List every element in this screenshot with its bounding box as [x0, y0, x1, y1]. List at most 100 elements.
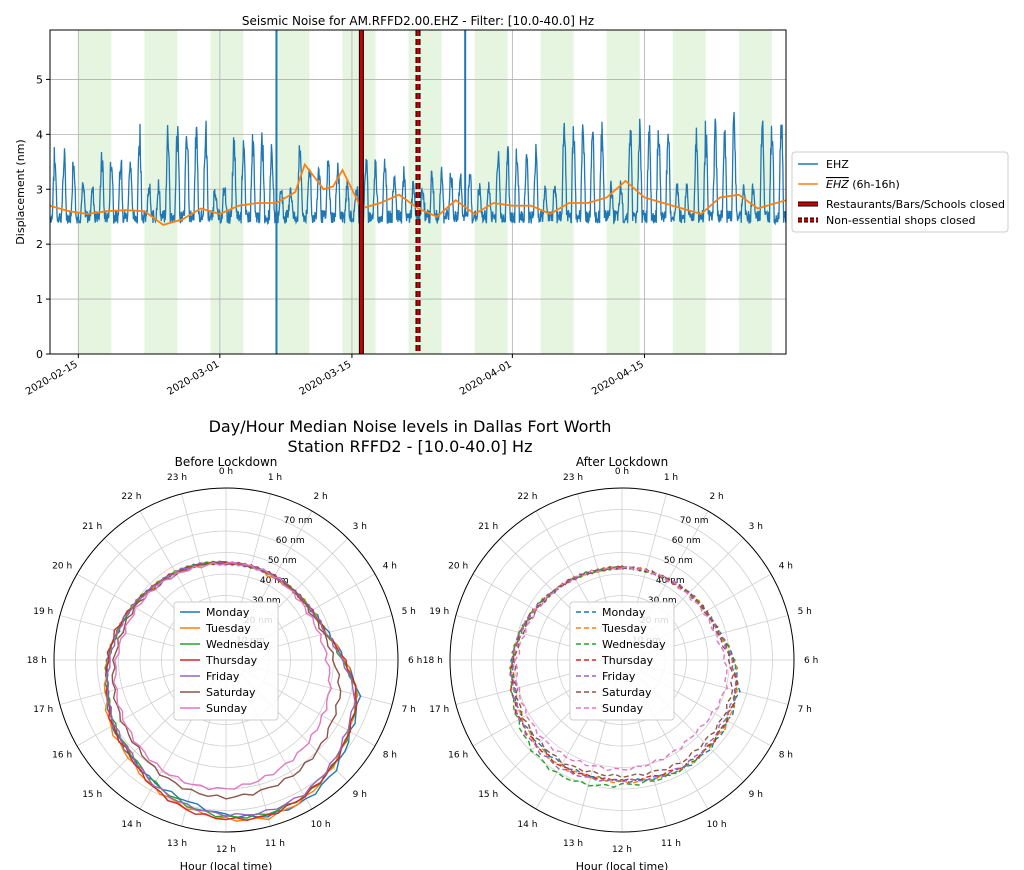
legend-label-ehz: EHZ [826, 158, 849, 171]
angular-tick-label: 14 h [121, 820, 141, 830]
angular-tick-label: 20 h [448, 561, 468, 571]
y-tick-label: 5 [36, 73, 43, 86]
legend-mean-suffix: (6h-16h) [849, 178, 900, 191]
polar-legend-label: Friday [602, 670, 636, 683]
radial-tick-label: 70 nm [680, 516, 709, 526]
polar-legend-label: Monday [206, 606, 250, 619]
angular-tick-label: 12 h [612, 845, 632, 855]
polar-legend-label: Wednesday [206, 638, 270, 651]
y-tick-label: 3 [36, 183, 43, 196]
polar-legend-label: Tuesday [601, 622, 647, 635]
angular-tick-label: 1 h [268, 473, 282, 483]
angular-tick-label: 21 h [478, 522, 498, 532]
radial-tick-label: 30 nm [648, 596, 677, 606]
x-tick-label: 2020-03-01 [166, 359, 222, 398]
angular-tick-label: 2 h [709, 492, 723, 502]
angular-tick-label: 2 h [313, 492, 327, 502]
chart-title: Seismic Noise for AM.RFFD2.00.EHZ - Filt… [242, 14, 594, 28]
angular-tick-label: 15 h [478, 790, 498, 800]
angular-tick-label: 19 h [33, 607, 53, 617]
angular-tick-label: 17 h [33, 705, 53, 715]
angular-tick-label: 8 h [383, 751, 397, 761]
x-tick-label: 2020-03-15 [298, 359, 354, 398]
polar-title: Before Lockdown [175, 455, 278, 469]
plot-frame [49, 29, 787, 355]
angular-tick-label: 22 h [517, 492, 537, 502]
angular-tick-label: 7 h [798, 705, 812, 715]
polar-series-line [509, 565, 738, 785]
x-tick-label: 2020-04-15 [590, 359, 646, 398]
polar-legend-label: Thursday [601, 654, 654, 667]
ehz-line [50, 111, 786, 226]
polar-legend-label: Saturday [206, 686, 256, 699]
x-tick-label: 2020-02-15 [24, 359, 80, 398]
polar-legend-label: Saturday [602, 686, 652, 699]
angular-tick-label: 9 h [749, 790, 763, 800]
polar-legend-label: Tuesday [205, 622, 251, 635]
angular-tick-label: 16 h [52, 751, 72, 761]
legend-label-event: Non-essential shops closed [826, 214, 976, 227]
plot-area [50, 30, 786, 354]
polar-legend: Monday Tuesday Wednesday Thursday Friday Satu… [569, 601, 675, 721]
angular-tick-label: 18 h [27, 656, 47, 666]
polar-series-line [512, 565, 735, 779]
radial-tick-label: 60 nm [672, 536, 701, 546]
polar-xlabel: Hour (local time) [576, 860, 669, 870]
radial-tick-label: 70 nm [284, 516, 313, 526]
angular-tick-label: 13 h [167, 839, 187, 849]
polar-series-line [104, 561, 362, 819]
polar-title: After Lockdown [576, 455, 668, 469]
polar-xlabel: Hour (local time) [180, 860, 273, 870]
y-tick-label: 0 [36, 348, 43, 361]
radial-tick-label: 40 nm [260, 576, 289, 586]
polar-legend-label: Wednesday [602, 638, 666, 651]
angular-tick-label: 4 h [383, 561, 397, 571]
polar-legend: Monday Tuesday Wednesday Thursday Friday Satu… [173, 601, 279, 721]
angular-tick-label: 23 h [167, 473, 187, 483]
angular-tick-label: 10 h [311, 820, 331, 830]
angular-tick-label: 3 h [749, 522, 763, 532]
angular-tick-label: 22 h [121, 492, 141, 502]
angular-tick-label: 6 h [804, 656, 818, 666]
suptitle-line-1: Day/Hour Median Noise levels in Dallas F… [209, 417, 612, 436]
legend-label-event: Restaurants/Bars/Schools closed [826, 198, 1005, 211]
angular-tick-label: 12 h [216, 845, 236, 855]
legend-mean-symbol: EHZ [826, 178, 849, 191]
radial-tick-label: 30 nm [252, 596, 281, 606]
angular-tick-label: 16 h [448, 751, 468, 761]
polar-series-line [514, 565, 729, 772]
polar-chart-2: 0 h 1 h 2 h 3 h 4 h 5 h 6 h 7 h 8 h 9 h 10 h 11 h 12… [423, 455, 819, 870]
angular-tick-label: 4 h [779, 561, 793, 571]
radial-tick-label: 60 nm [276, 536, 305, 546]
polar-legend-label: Friday [206, 670, 240, 683]
polar-legend-label: Thursday [205, 654, 258, 667]
angular-tick-label: 21 h [82, 522, 102, 532]
angular-tick-label: 1 h [664, 473, 678, 483]
angular-tick-label: 23 h [563, 473, 583, 483]
polar-legend-label: Sunday [206, 702, 248, 715]
polar-series-line [111, 560, 342, 800]
weekend-band [210, 30, 244, 354]
legend-label-mean: EHZ (6h-16h) [826, 178, 900, 191]
y-axis-label: Displacement (nm) [14, 139, 27, 244]
angular-tick-label: 5 h [402, 607, 416, 617]
angular-tick-label: 5 h [798, 607, 812, 617]
angular-tick-label: 11 h [661, 839, 681, 849]
radial-tick-label: 50 nm [664, 556, 693, 566]
radial-tick-label: 50 nm [268, 556, 297, 566]
polar-chart-1: 0 h 1 h 2 h 3 h 4 h 5 h 6 h 7 h 8 h 9 h 10 h 11 h 12… [27, 455, 423, 870]
angular-tick-label: 13 h [563, 839, 583, 849]
polar-series-line [112, 561, 333, 791]
angular-tick-label: 18 h [423, 656, 443, 666]
polar-legend-label: Monday [602, 606, 646, 619]
y-tick-label: 4 [36, 128, 43, 141]
angular-tick-label: 0 h [615, 467, 629, 477]
angular-tick-label: 10 h [707, 820, 727, 830]
angular-tick-label: 20 h [52, 561, 72, 571]
angular-tick-label: 7 h [402, 705, 416, 715]
angular-tick-label: 14 h [517, 820, 537, 830]
angular-tick-label: 11 h [265, 839, 285, 849]
angular-tick-label: 8 h [779, 751, 793, 761]
